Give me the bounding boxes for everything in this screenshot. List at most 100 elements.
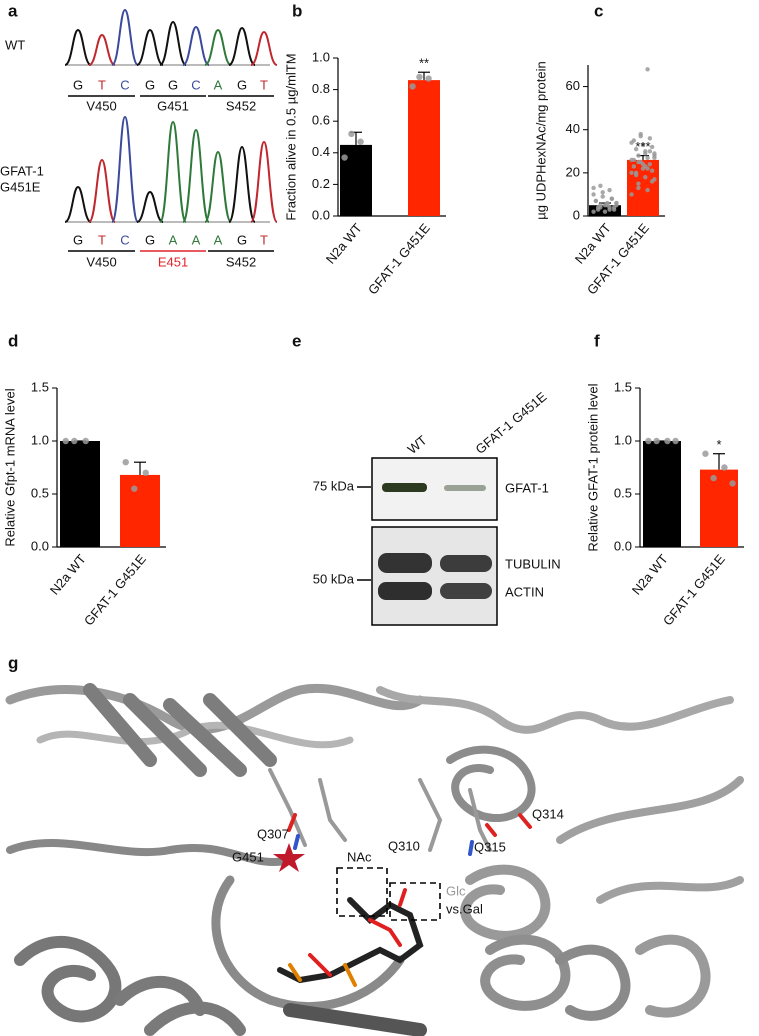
data-point — [643, 164, 648, 169]
y-tick-label: 20 — [566, 164, 580, 179]
data-point — [649, 179, 655, 184]
trace-peak — [250, 140, 278, 223]
y-axis-label: µg UDPHexNAc/mg protein — [533, 61, 548, 220]
marker-label: 50 kDa — [313, 571, 355, 586]
data-point — [640, 142, 646, 148]
data-point — [357, 138, 364, 145]
data-point — [629, 140, 634, 145]
data-point — [645, 67, 650, 72]
data-point — [593, 198, 599, 204]
data-point — [71, 437, 78, 445]
data-point — [629, 192, 634, 197]
base-call: G — [145, 77, 155, 92]
base-call: A — [192, 232, 201, 247]
base-call: G — [73, 77, 83, 92]
data-point — [643, 151, 648, 156]
data-point — [649, 144, 655, 150]
data-point — [591, 192, 596, 197]
data-point — [702, 450, 709, 457]
panel-label: g — [8, 653, 18, 672]
y-tick-label: 1.0 — [614, 432, 632, 447]
data-point — [672, 437, 679, 445]
panel-label: f — [594, 331, 600, 350]
data-point — [82, 437, 89, 445]
bar — [60, 441, 100, 547]
significance: * — [716, 437, 721, 452]
bar — [408, 80, 440, 217]
protein-structure — [5, 683, 744, 1036]
codon-label: S452 — [226, 254, 256, 269]
codon-label: V450 — [86, 254, 116, 269]
trace-peak — [136, 28, 164, 66]
y-tick-label: 0.0 — [614, 538, 632, 553]
y-tick-label: 0.5 — [31, 485, 49, 500]
y-tick-label: 1.0 — [312, 49, 330, 64]
data-point — [729, 480, 736, 487]
bar — [643, 441, 681, 547]
track-label: G451E — [0, 179, 41, 194]
mutation-star — [273, 843, 305, 872]
x-tick-label: N2a WT — [629, 551, 671, 597]
x-tick-label: GFAT-1 G451E — [81, 551, 149, 628]
data-point — [645, 187, 650, 193]
structure-label: Q314 — [532, 806, 564, 821]
data-point — [131, 485, 138, 492]
data-point — [649, 168, 655, 173]
data-point — [652, 153, 657, 158]
trace-peak — [88, 33, 116, 66]
significance: ** — [419, 56, 429, 71]
structure-label: Glc — [446, 883, 466, 898]
y-tick-label: 1.5 — [614, 379, 632, 394]
data-point — [62, 437, 69, 445]
trace-peak — [136, 190, 164, 223]
base-call: G — [237, 232, 247, 247]
base-call: T — [98, 77, 106, 92]
y-tick-label: 0.8 — [312, 81, 330, 96]
data-point — [636, 185, 641, 191]
y-tick-label: 0 — [573, 207, 580, 222]
base-call: G — [237, 77, 247, 92]
y-tick-label: 40 — [566, 121, 580, 136]
base-call: G — [168, 77, 178, 92]
data-point — [607, 187, 612, 193]
data-point — [653, 437, 660, 445]
structure-label: G451 — [232, 849, 264, 864]
base-call: A — [214, 232, 223, 247]
x-tick-label: N2a WT — [323, 220, 365, 266]
y-tick-label: 0.0 — [31, 538, 49, 553]
data-point — [602, 209, 608, 214]
codon-label: V450 — [86, 98, 116, 113]
data-point — [598, 203, 603, 208]
band-label: ACTIN — [505, 584, 544, 599]
y-tick-label: 0.5 — [614, 485, 632, 500]
structure-label: NAc — [347, 849, 372, 864]
lane-label: GFAT-1 G451E — [472, 389, 549, 457]
trace-peak — [64, 28, 92, 66]
y-axis-label: Fraction alive in 0.5 µg/mlTM — [283, 53, 298, 220]
significance: *** — [635, 139, 650, 154]
base-call: G — [73, 232, 83, 247]
codon-label: S452 — [226, 98, 256, 113]
base-call: T — [260, 77, 268, 92]
data-point — [710, 474, 717, 482]
trace-peak — [159, 120, 187, 223]
data-point — [614, 200, 619, 206]
data-point — [645, 437, 652, 445]
data-point — [609, 196, 615, 201]
data-point — [647, 149, 653, 154]
panel-label: c — [594, 1, 603, 20]
y-tick-label: 0.2 — [312, 176, 330, 191]
data-point — [636, 159, 641, 165]
data-point — [348, 130, 355, 138]
trace-peak — [182, 128, 210, 223]
panel-label: d — [8, 331, 18, 350]
trace-peak — [64, 185, 92, 223]
data-point — [631, 157, 637, 163]
data-point — [647, 136, 653, 141]
trace-peak — [88, 158, 116, 223]
base-call: G — [145, 232, 155, 247]
data-point — [598, 183, 603, 188]
data-point — [591, 209, 596, 214]
trace-peak — [111, 8, 139, 66]
trace-peak — [182, 25, 210, 66]
